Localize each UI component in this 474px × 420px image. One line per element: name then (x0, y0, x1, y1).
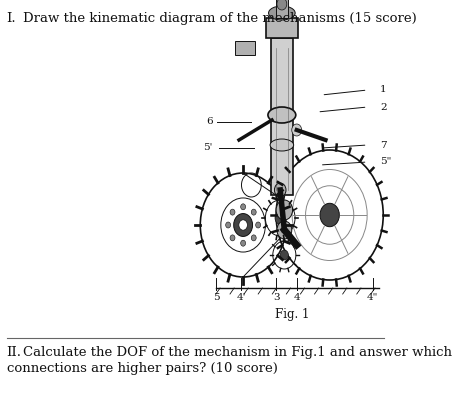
Text: I.: I. (7, 12, 16, 25)
Circle shape (276, 200, 292, 220)
Text: 5": 5" (380, 158, 392, 166)
Circle shape (280, 250, 288, 260)
Text: 4: 4 (293, 293, 300, 302)
Ellipse shape (269, 6, 295, 20)
Circle shape (320, 203, 339, 227)
FancyBboxPatch shape (235, 41, 255, 55)
Text: 5: 5 (213, 293, 219, 302)
Circle shape (230, 209, 235, 215)
Circle shape (234, 213, 253, 236)
Circle shape (277, 0, 287, 10)
Circle shape (292, 124, 301, 136)
Text: connections are higher pairs? (10 score): connections are higher pairs? (10 score) (7, 362, 277, 375)
Circle shape (251, 235, 256, 241)
Text: 6: 6 (206, 118, 213, 126)
FancyBboxPatch shape (266, 18, 298, 38)
Circle shape (226, 222, 230, 228)
Circle shape (255, 222, 261, 228)
FancyBboxPatch shape (276, 0, 288, 18)
Circle shape (230, 235, 235, 241)
Text: Draw the kinematic diagram of the mechanisms (15 score): Draw the kinematic diagram of the mechan… (23, 12, 417, 25)
Text: 4": 4" (367, 293, 378, 302)
Text: II.: II. (7, 346, 22, 359)
Circle shape (239, 220, 247, 230)
Circle shape (275, 212, 285, 224)
Text: 1: 1 (380, 86, 387, 94)
Text: 3: 3 (273, 293, 279, 302)
Text: 2: 2 (380, 102, 387, 111)
Text: 5': 5' (203, 144, 213, 152)
Text: Fig. 1: Fig. 1 (275, 308, 310, 321)
Circle shape (241, 204, 246, 210)
Circle shape (241, 240, 246, 246)
FancyBboxPatch shape (271, 38, 292, 195)
Text: 7: 7 (380, 141, 387, 150)
Ellipse shape (270, 139, 294, 151)
Circle shape (251, 209, 256, 215)
Text: Calculate the DOF of the mechanism in Fig.1 and answer which: Calculate the DOF of the mechanism in Fi… (23, 346, 452, 359)
Circle shape (277, 221, 292, 239)
Ellipse shape (268, 107, 296, 123)
Text: 4': 4' (237, 293, 246, 302)
Circle shape (274, 183, 286, 197)
